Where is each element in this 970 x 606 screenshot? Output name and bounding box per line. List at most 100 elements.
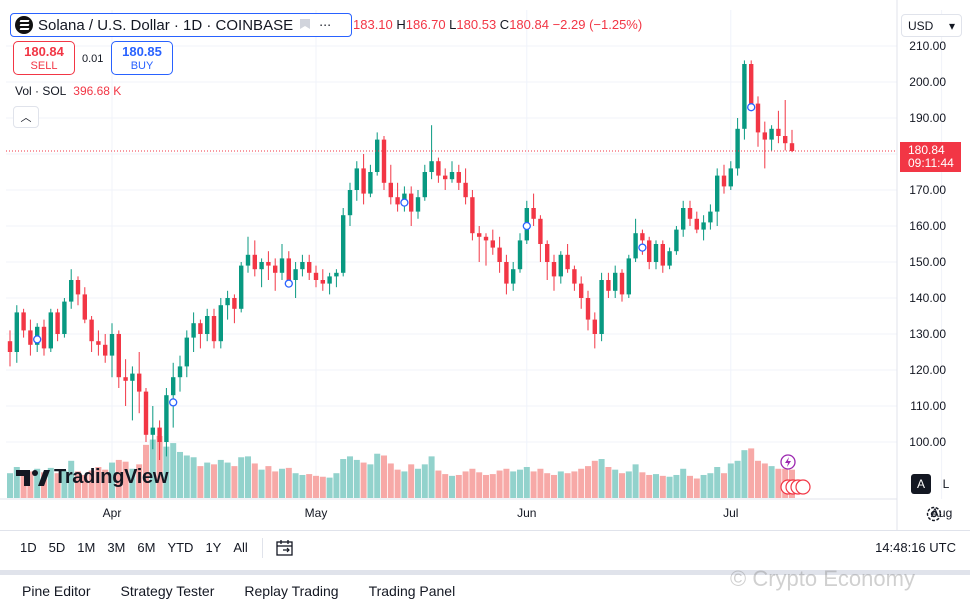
volume-bar: [54, 473, 61, 498]
candle: [96, 330, 101, 356]
volume-bar: [408, 464, 415, 498]
candle: [660, 240, 665, 273]
sell-price: 180.84: [24, 44, 64, 59]
candle: [599, 272, 604, 342]
candle-body: [755, 103, 761, 133]
tab-strategy-tester[interactable]: Strategy Tester: [120, 582, 215, 599]
candle: [103, 334, 108, 363]
candle-body: [198, 323, 203, 334]
candle-body: [259, 262, 264, 270]
volume-bar: [435, 470, 442, 498]
price-tick-label: 170.00: [909, 183, 946, 197]
volume-bar: [530, 471, 537, 498]
sell-button[interactable]: 180.84 SELL: [13, 41, 75, 75]
candle: [592, 312, 597, 349]
currency-select[interactable]: USD ▾: [901, 14, 962, 37]
range-1y[interactable]: 1Y: [205, 540, 222, 555]
tab-pine-editor[interactable]: Pine Editor: [22, 582, 91, 599]
candle-body: [606, 280, 611, 291]
log-scale-button[interactable]: L: [942, 477, 950, 491]
range-6m[interactable]: 6M: [137, 540, 156, 555]
range-1m[interactable]: 1M: [77, 540, 96, 555]
candle: [769, 125, 774, 151]
candle: [483, 233, 489, 266]
candle: [388, 164, 393, 205]
volume-bar: [68, 460, 75, 498]
candle-body: [776, 128, 781, 136]
candle: [21, 308, 26, 338]
candle: [728, 161, 733, 190]
volume-bar: [612, 469, 619, 498]
range-5d[interactable]: 5D: [48, 540, 66, 555]
volume-bar: [333, 473, 340, 498]
candle-body: [667, 251, 672, 266]
buy-price: 180.85: [122, 44, 162, 59]
candle-body: [28, 330, 33, 345]
price-tick-label: 200.00: [909, 75, 946, 89]
candle: [708, 204, 713, 230]
candle-body: [789, 143, 795, 151]
settings-icon[interactable]: [924, 504, 944, 524]
volume-bar: [136, 464, 143, 498]
candle-body: [565, 254, 570, 270]
candle: [715, 168, 720, 226]
event-marker-icon: [522, 221, 531, 231]
range-ytd[interactable]: YTD: [167, 540, 194, 555]
candle: [381, 136, 387, 190]
volume-bar: [721, 473, 727, 498]
candle-body: [109, 334, 115, 356]
volume-bar: [353, 459, 360, 498]
symbol-search[interactable]: Solana / U.S. Dollar · 1D · COINBASE ⋯: [10, 13, 352, 37]
candle-body: [327, 276, 332, 284]
candle-body: [354, 168, 359, 190]
candle-body: [742, 64, 747, 129]
time-tick-label: May: [305, 506, 328, 520]
utc-clock[interactable]: 14:48:16 UTC: [875, 540, 956, 555]
last-price-label: 180.84 09:11:44: [900, 142, 961, 172]
candle: [517, 233, 523, 273]
collapse-legend-button[interactable]: ︿: [13, 106, 39, 128]
candle-body: [171, 377, 176, 396]
volume-bar: [347, 456, 353, 498]
candle: [347, 182, 353, 226]
buy-label: BUY: [130, 60, 154, 72]
tab-trading-panel[interactable]: Trading Panel: [368, 582, 456, 599]
volume-bar: [544, 473, 551, 498]
range-all[interactable]: All: [233, 540, 248, 555]
candle: [436, 157, 441, 183]
candle-body: [572, 269, 577, 284]
more-icon[interactable]: ⋯: [319, 18, 333, 32]
candle: [300, 254, 305, 277]
candle: [109, 323, 115, 378]
volume-bar: [224, 462, 231, 498]
buy-button[interactable]: 180.85 BUY: [111, 41, 173, 75]
volume-bar: [571, 471, 578, 498]
chevron-down-icon: ▾: [948, 18, 955, 33]
volume-bar: [734, 460, 741, 498]
candle: [531, 193, 536, 226]
volume-bar: [503, 468, 510, 498]
candle: [307, 254, 312, 280]
candle: [205, 308, 210, 342]
candle: [232, 294, 237, 324]
volume-bar: [326, 477, 333, 498]
flag-icon[interactable]: [298, 18, 312, 32]
candle-body: [531, 208, 536, 219]
calendar-goto-icon[interactable]: [275, 539, 295, 557]
range-3m[interactable]: 3M: [107, 540, 126, 555]
candle: [789, 129, 795, 153]
candle: [633, 218, 638, 262]
candle-body: [103, 344, 108, 356]
candle: [558, 251, 563, 284]
auto-scale-button[interactable]: A: [911, 474, 931, 494]
candle-body: [511, 269, 516, 284]
volume-bar: [170, 443, 177, 498]
tradingview-logo[interactable]: TradingView: [16, 466, 168, 489]
price-tick-label: 100.00: [909, 435, 946, 449]
candle-body: [585, 298, 591, 320]
price-tick-label: 160.00: [909, 219, 946, 233]
candle-body: [701, 222, 706, 230]
range-1d[interactable]: 1D: [20, 540, 37, 555]
tab-replay-trading[interactable]: Replay Trading: [244, 582, 339, 599]
